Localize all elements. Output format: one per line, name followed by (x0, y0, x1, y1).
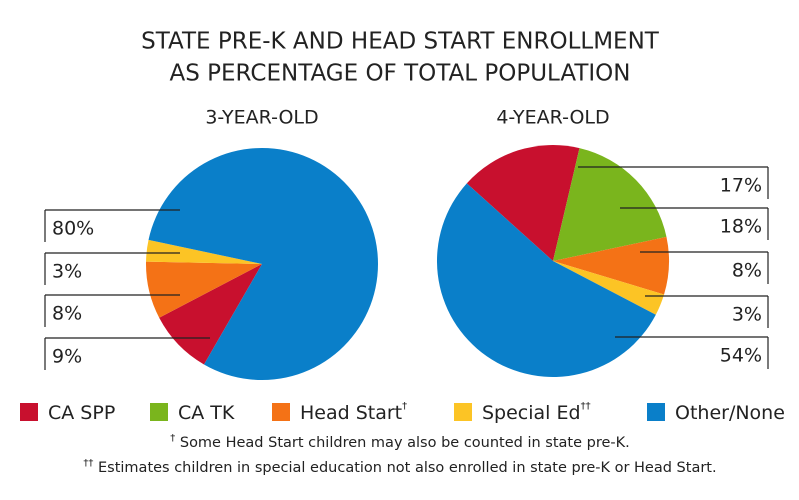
legend-name: CA TK (178, 402, 235, 424)
legend-mark: † (402, 401, 407, 412)
legend-swatch (454, 403, 472, 421)
legend-mark: †† (581, 401, 591, 412)
data-label: 54% (720, 345, 762, 367)
legend-label: Other/None (675, 402, 785, 424)
legend-label: CA SPP (48, 402, 115, 424)
data-label: 18% (720, 216, 762, 238)
legend-label: CA TK (178, 402, 235, 424)
data-label: 9% (52, 346, 82, 368)
chart-title: STATE PRE-K AND HEAD START ENROLLMENT (141, 29, 660, 55)
data-label: 8% (52, 303, 82, 325)
pie-slice (146, 261, 262, 318)
legend-label: Special Ed†† (482, 401, 591, 424)
pie-title: 4-YEAR-OLD (496, 107, 609, 129)
legend-swatch (150, 403, 168, 421)
footnote-text: Estimates children in special education … (93, 460, 716, 476)
legend-swatch (272, 403, 290, 421)
footnote-mark: † (170, 433, 175, 444)
data-label: 3% (52, 261, 82, 283)
data-label: 17% (720, 175, 762, 197)
legend-name: Head Start (300, 402, 402, 424)
legend-name: Other/None (675, 402, 785, 424)
footnote-text: Some Head Start children may also be cou… (175, 435, 630, 451)
chart-title: AS PERCENTAGE OF TOTAL POPULATION (170, 61, 631, 87)
pie-slice (466, 145, 580, 261)
legend-swatch (647, 403, 665, 421)
footnote: †† Estimates children in special educati… (83, 458, 716, 476)
pie-title: 3-YEAR-OLD (205, 107, 318, 129)
pie-slice (148, 148, 378, 380)
data-label: 8% (732, 260, 762, 282)
legend-label: Head Start† (300, 401, 407, 424)
pie-slice (146, 239, 262, 264)
footnote: † Some Head Start children may also be c… (170, 433, 630, 451)
footnote-mark: †† (83, 458, 93, 469)
pie-slice (436, 183, 656, 378)
legend-name: Special Ed (482, 402, 581, 424)
data-label: 3% (732, 304, 762, 326)
pie-slice (159, 264, 262, 365)
pie-slice (553, 236, 669, 295)
legend-name: CA SPP (48, 402, 115, 424)
data-label: 80% (52, 218, 94, 240)
pie-slice (553, 261, 665, 315)
pie-slice (553, 148, 667, 261)
legend-swatch (20, 403, 38, 421)
